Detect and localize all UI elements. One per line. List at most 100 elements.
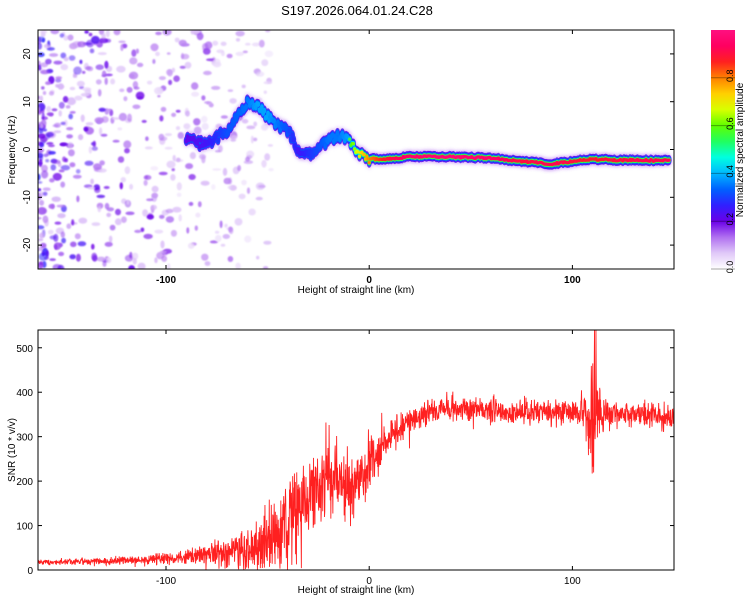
spectrogram-noise-cell [115, 208, 121, 216]
spectrogram-noise-cell [104, 241, 113, 247]
spectrogram-ridge-core [364, 157, 368, 161]
spectrogram-noise-cell [60, 165, 71, 171]
spectrogram-noise-cell [48, 151, 56, 155]
spectrogram-noise-cell [60, 121, 66, 126]
spectrogram-noise-cell [105, 30, 110, 38]
spectrogram-noise-cell [142, 209, 149, 217]
spectrogram-noise-cell [193, 118, 201, 126]
spectrogram-noise-cell [154, 229, 164, 234]
spectrogram-noise-cell [108, 108, 112, 112]
spectrogram-noise-cell [76, 80, 85, 87]
spectrogram-noise-cell [60, 142, 68, 146]
spectrogram-noise-cell [228, 226, 233, 233]
spectrogram-noise-cell [263, 240, 272, 245]
spectrogram-noise-cell [38, 36, 46, 43]
spectrogram-noise-cell [255, 196, 263, 201]
spectrogram-noise-cell [51, 108, 58, 112]
spectrogram-noise-cell [40, 69, 50, 75]
spectrogram-noise-cell [174, 37, 180, 43]
spectrogram-noise-cell [41, 112, 45, 120]
spectrogram-noise-cell [154, 87, 164, 95]
spectrogram-noise-cell [171, 67, 176, 73]
spectrogram-noise-cell [170, 229, 177, 237]
spectrogram-noise-cell [67, 141, 74, 149]
spectrogram-noise-cell [42, 215, 49, 224]
spectrogram-noise-cell [154, 257, 158, 264]
snr-ylabel: SNR (10 * v/v) [7, 418, 18, 482]
spectrogram-noise-cell [260, 123, 269, 131]
spectrogram-noise-cell [68, 149, 75, 157]
spectrogram-noise-cell [57, 83, 64, 90]
spectrogram-noise-cell [79, 59, 83, 64]
spectrogram-noise-cell [129, 74, 135, 79]
spectrogram-noise-cell [38, 238, 44, 242]
snr-ytick-label: 300 [16, 433, 33, 444]
spectrogram-ytick-label: 20 [22, 48, 33, 60]
spectrogram-noise-cell [208, 102, 214, 108]
spectrogram-noise-cell [150, 204, 157, 210]
spectrogram-noise-cell [166, 263, 171, 269]
spectrogram-noise-cell [178, 214, 182, 222]
spectrogram-noise-cell [85, 122, 94, 126]
spectrogram-noise-cell [95, 79, 102, 85]
spectrogram-noise-cell [191, 91, 200, 97]
spectrogram-noise-cell [194, 225, 198, 231]
spectrogram-ridge-core [356, 150, 360, 154]
spectrogram-noise-cell [60, 181, 66, 188]
snr-ytick-label: 400 [16, 388, 33, 399]
spectrogram-noise-cell [66, 134, 73, 139]
spectrogram-noise-cell [133, 86, 140, 90]
spectrogram-noise-cell [183, 123, 191, 130]
spectrogram-ridge-core [366, 157, 370, 161]
spectrogram-noise-cell [160, 106, 167, 112]
spectrogram-noise-cell [60, 231, 65, 238]
spectrogram-noise-cell [79, 85, 84, 90]
spectrogram-noise-cell [42, 91, 47, 95]
spectrogram-noise-cell [173, 75, 180, 82]
spectrogram-noise-cell [55, 78, 62, 83]
colorbar-tick-label: 0.2 [725, 213, 735, 226]
spectrogram-noise-cell [38, 141, 43, 146]
spectrogram-noise-cell [126, 86, 133, 93]
spectrogram-noise-cell [46, 47, 55, 51]
spectrogram-noise-cell [143, 233, 153, 240]
spectrogram-noise-cell [45, 159, 50, 163]
snr-xtick-label: -100 [156, 576, 176, 587]
spectrogram-noise-cell [246, 187, 251, 194]
spectrogram-noise-cell [146, 214, 154, 220]
spectrogram-noise-cell [132, 258, 137, 265]
spectrogram-noise-cell [50, 30, 60, 35]
spectrogram-noise-cell [40, 30, 47, 34]
spectrogram-noise-cell [135, 48, 139, 54]
spectrogram-noise-cell [188, 201, 194, 206]
spectrogram-noise-cell [116, 65, 126, 73]
spectrogram-noise-cell [100, 133, 108, 137]
spectrogram-noise-cell [171, 168, 175, 172]
spectrogram-noise-cell [105, 257, 112, 264]
spectrogram-ridge-core [362, 153, 366, 157]
colorbar-tick-label: 0.4 [725, 165, 735, 178]
spectrogram-noise-cell [106, 212, 112, 218]
spectrogram-noise-cell [49, 258, 56, 261]
spectrogram-noise-cell [38, 106, 41, 112]
spectrogram-noise-cell [53, 60, 63, 65]
spectrogram-noise-cell [52, 264, 62, 269]
spectrogram-noise-cell [96, 256, 106, 262]
spectrogram-noise-cell [71, 219, 75, 226]
spectrogram-noise-cell [46, 106, 51, 112]
spectrogram-noise-cell [168, 79, 173, 86]
spectrogram-noise-cell [179, 65, 186, 69]
spectrogram-noise-cell [85, 66, 92, 70]
spectrogram-noise-cell [38, 252, 48, 261]
spectrogram-noise-cell [264, 50, 274, 58]
spectrogram-noise-cell [55, 84, 59, 88]
spectrogram-noise-cell [159, 214, 165, 219]
spectrogram-noise-cell [136, 62, 144, 68]
spectrogram-noise-cell [203, 70, 212, 76]
spectrogram-noise-cell [258, 184, 266, 188]
spectrogram-noise-cell [63, 119, 68, 127]
spectrogram-noise-cell [188, 174, 196, 180]
spectrogram-noise-cell [160, 240, 165, 249]
